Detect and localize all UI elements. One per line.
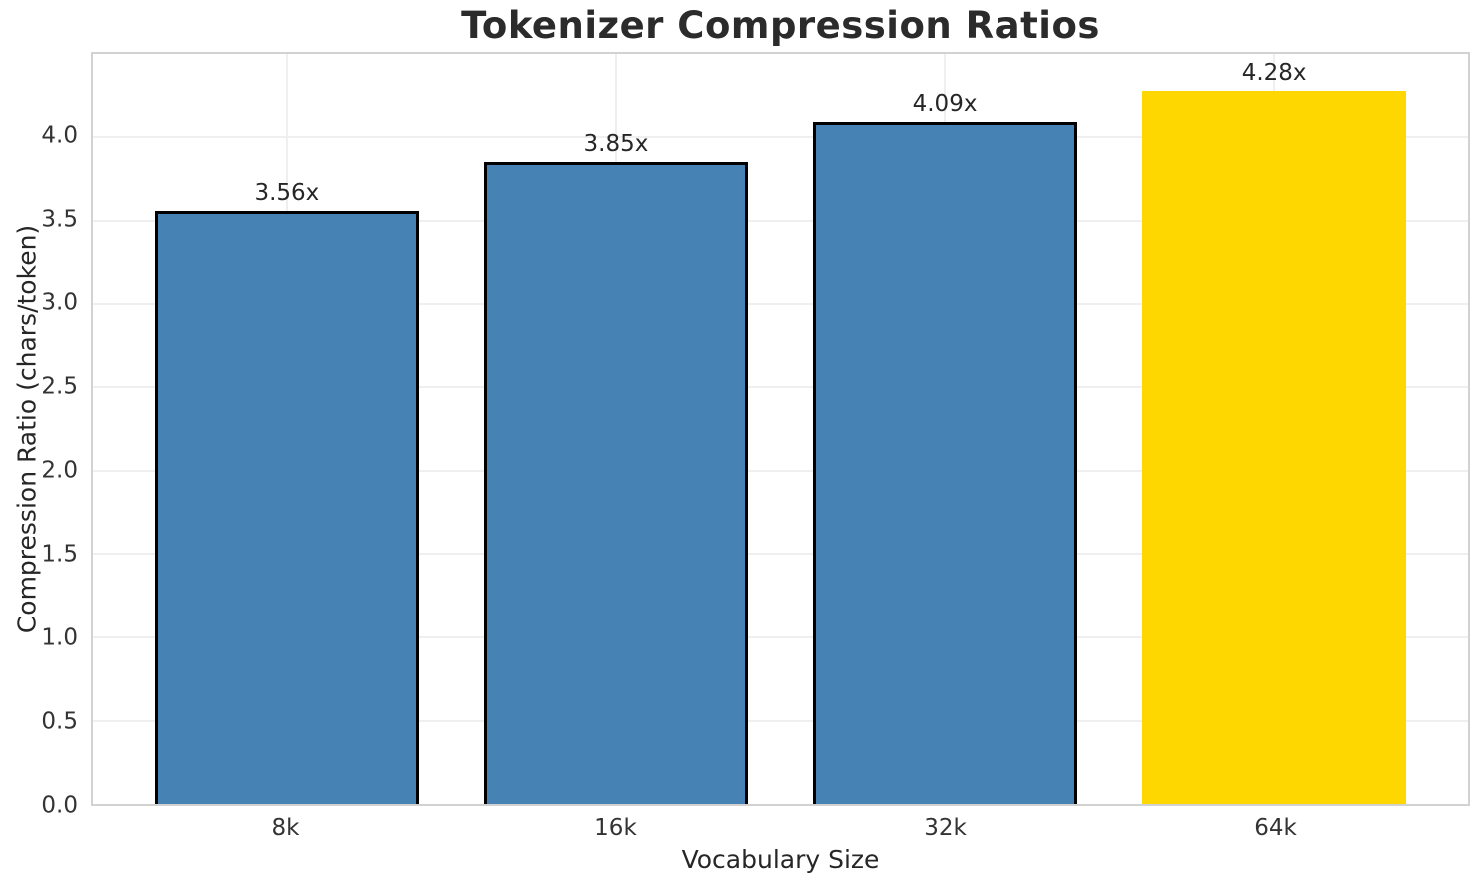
x-tick-label: 16k <box>594 815 637 841</box>
bar <box>483 162 749 804</box>
y-tick-label: 2.0 <box>41 457 78 484</box>
bar-highlighted <box>1141 90 1407 804</box>
horizontal-gridline <box>93 136 1468 139</box>
x-axis-tick-rail: 8k 16k 32k 64k <box>91 815 1470 846</box>
horizontal-gridline <box>93 386 1468 389</box>
horizontal-gridline <box>93 553 1468 555</box>
y-tick-label: 2.5 <box>41 373 78 400</box>
plot-area: 3.56x 3.85x 4.09x 4.28x <box>91 52 1470 806</box>
bar-value-label: 3.56x <box>254 179 320 206</box>
y-tick-label: 3.5 <box>41 206 78 233</box>
horizontal-gridline <box>93 219 1468 222</box>
y-tick-label: 1.5 <box>41 541 78 568</box>
y-axis-tick-rail: 0.0 0.5 1.0 1.5 2.0 2.5 3.0 3.5 4.0 <box>0 52 78 817</box>
bar <box>154 210 419 804</box>
y-tick-label: 0.5 <box>41 708 78 735</box>
horizontal-gridline <box>93 469 1468 472</box>
bar-value-label: 4.28x <box>1241 59 1307 86</box>
x-tick-label: 8k <box>271 815 300 841</box>
y-tick-label: 4.0 <box>41 122 78 149</box>
y-axis-label: Compression Ratio (chars/token) <box>12 224 42 634</box>
y-tick-label: 1.0 <box>41 624 78 651</box>
bar-value-label: 3.85x <box>583 131 649 158</box>
x-tick-label: 32k <box>924 815 967 841</box>
bar <box>812 122 1078 804</box>
horizontal-gridline <box>93 719 1468 722</box>
y-tick-label: 3.0 <box>41 289 78 316</box>
x-tick-label: 64k <box>1254 815 1297 841</box>
horizontal-gridline <box>93 303 1468 305</box>
y-tick-label: 0.0 <box>41 792 78 819</box>
horizontal-gridline <box>93 636 1468 639</box>
bar-value-label: 4.09x <box>912 91 978 118</box>
chart-title: Tokenizer Compression Ratios <box>461 4 1100 47</box>
x-axis-label: Vocabulary Size <box>681 845 880 874</box>
